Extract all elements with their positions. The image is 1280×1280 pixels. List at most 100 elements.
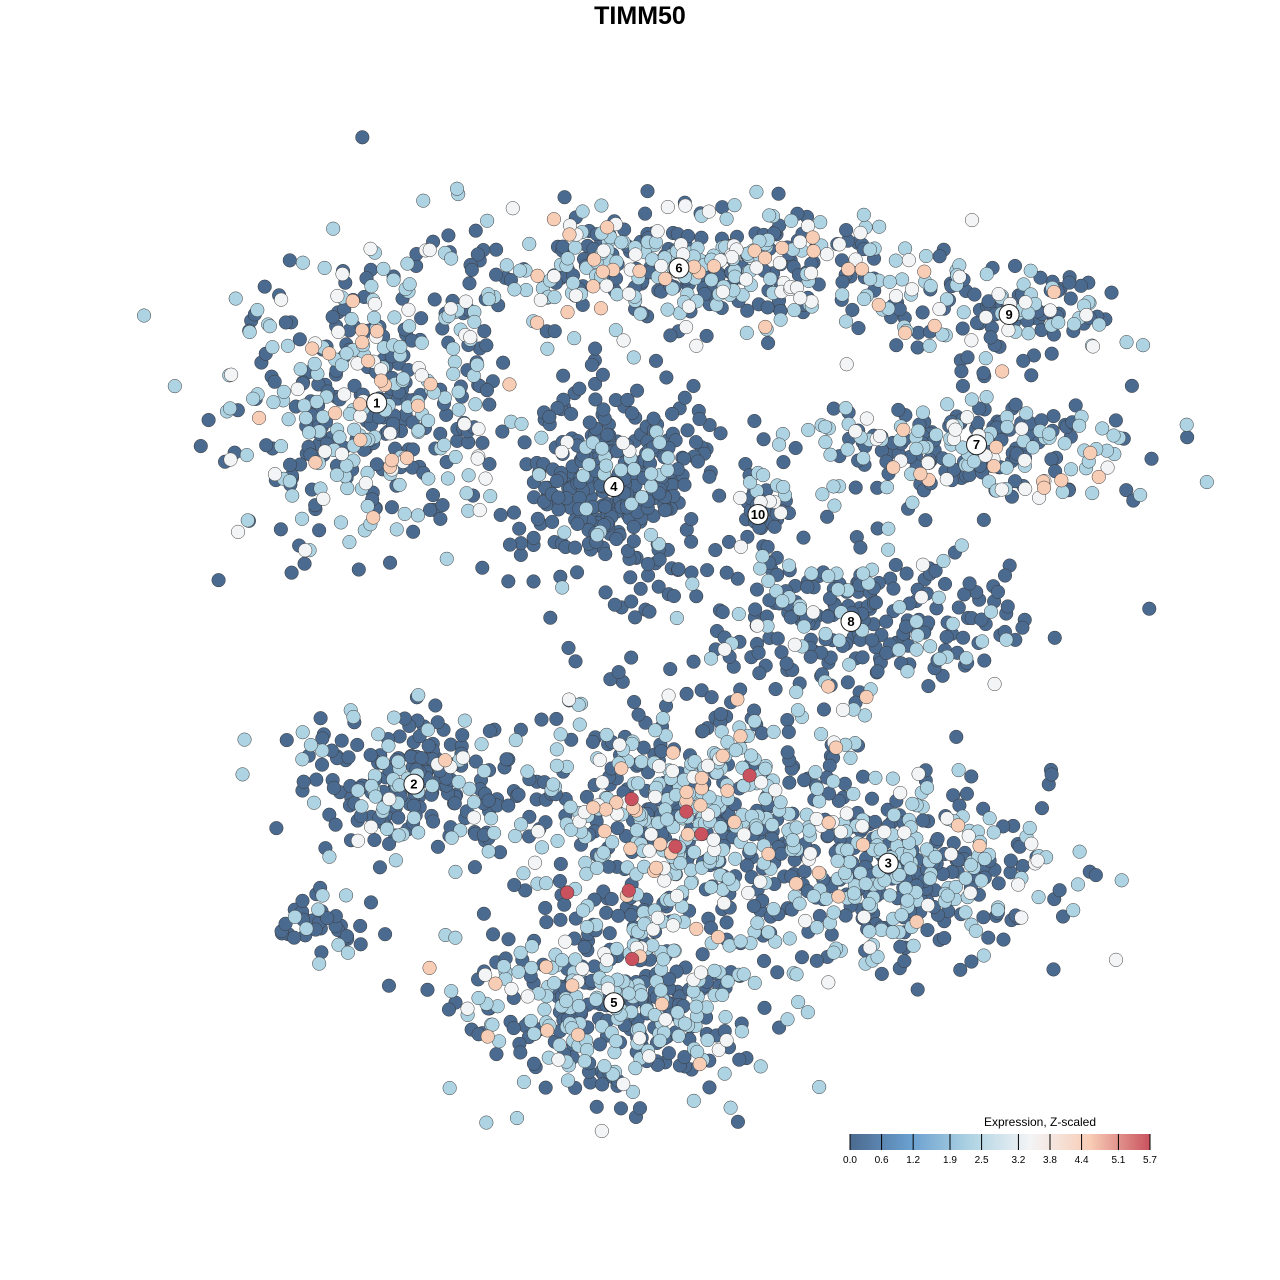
data-point bbox=[464, 262, 479, 277]
data-point bbox=[557, 897, 572, 912]
data-point bbox=[750, 915, 765, 930]
data-point bbox=[909, 614, 924, 629]
data-point bbox=[366, 510, 381, 525]
data-point bbox=[976, 910, 991, 925]
data-point bbox=[340, 945, 355, 960]
data-point bbox=[350, 783, 365, 798]
chart-title: TIMM50 bbox=[594, 2, 686, 30]
data-point bbox=[547, 269, 562, 284]
data-point bbox=[838, 400, 853, 416]
data-point bbox=[958, 871, 973, 886]
data-point bbox=[560, 305, 575, 320]
data-point bbox=[661, 688, 676, 703]
data-point bbox=[290, 381, 305, 397]
data-point bbox=[499, 258, 514, 273]
data-point bbox=[932, 302, 947, 317]
data-point bbox=[572, 717, 587, 732]
data-point bbox=[334, 733, 349, 748]
data-point bbox=[287, 930, 302, 945]
data-point bbox=[659, 370, 674, 385]
data-point bbox=[571, 1027, 586, 1042]
data-point bbox=[923, 278, 938, 294]
cluster-label-badge bbox=[366, 392, 388, 414]
data-point bbox=[295, 893, 310, 908]
data-point bbox=[859, 411, 874, 426]
data-point bbox=[736, 967, 751, 982]
data-point bbox=[610, 821, 625, 836]
data-point bbox=[611, 908, 626, 923]
data-point bbox=[983, 330, 998, 345]
cluster-label: 1 bbox=[366, 392, 388, 414]
data-point bbox=[559, 994, 574, 1009]
data-point bbox=[592, 1037, 607, 1052]
data-point bbox=[482, 723, 497, 739]
data-point bbox=[693, 965, 709, 980]
data-point bbox=[624, 792, 639, 807]
data-point bbox=[874, 966, 889, 981]
data-point bbox=[511, 964, 526, 979]
cluster-label-badge bbox=[747, 503, 769, 525]
data-point bbox=[978, 351, 993, 366]
data-point bbox=[939, 472, 954, 487]
data-point bbox=[747, 413, 762, 429]
data-point bbox=[932, 651, 947, 667]
data-point bbox=[644, 466, 659, 481]
cluster-label: 4 bbox=[603, 476, 625, 498]
data-point bbox=[851, 320, 866, 336]
data-point bbox=[828, 740, 844, 755]
data-point bbox=[224, 367, 239, 382]
data-point bbox=[668, 839, 683, 854]
data-point bbox=[975, 634, 990, 649]
data-point bbox=[1136, 338, 1151, 353]
data-point bbox=[762, 208, 777, 223]
data-point bbox=[913, 466, 928, 481]
cluster-labels-layer: 1 6 4 10 9 7 8 2 3 5 bbox=[366, 257, 1020, 1014]
data-point bbox=[363, 895, 379, 910]
data-point bbox=[690, 1044, 705, 1059]
data-point bbox=[763, 271, 778, 286]
data-point bbox=[728, 851, 743, 866]
data-point bbox=[457, 416, 472, 432]
cluster-label-badge bbox=[403, 773, 425, 795]
data-point bbox=[910, 982, 925, 997]
data-point bbox=[520, 989, 535, 1004]
data-point bbox=[448, 449, 463, 465]
data-point bbox=[560, 885, 575, 900]
data-point bbox=[506, 1021, 521, 1036]
data-point bbox=[581, 457, 596, 472]
data-point bbox=[804, 566, 819, 581]
data-point bbox=[1017, 453, 1032, 468]
data-point bbox=[386, 272, 401, 287]
data-point bbox=[624, 908, 639, 923]
data-point bbox=[840, 675, 855, 690]
data-point bbox=[949, 729, 964, 744]
data-point bbox=[794, 950, 810, 965]
data-point bbox=[856, 909, 872, 925]
data-point bbox=[686, 1093, 701, 1108]
data-point bbox=[718, 1009, 733, 1025]
data-point bbox=[539, 915, 554, 930]
data-point bbox=[862, 940, 877, 955]
data-point bbox=[600, 427, 615, 442]
data-point bbox=[882, 888, 898, 903]
data-point bbox=[575, 204, 590, 219]
data-point bbox=[761, 846, 776, 862]
cluster-label-text: 1 bbox=[373, 395, 380, 410]
data-point bbox=[560, 251, 575, 266]
data-point bbox=[353, 918, 368, 933]
data-point bbox=[910, 340, 925, 355]
data-point bbox=[677, 477, 692, 492]
data-point bbox=[634, 490, 649, 505]
data-point bbox=[979, 390, 994, 405]
data-point bbox=[586, 800, 601, 815]
data-point bbox=[1036, 480, 1052, 495]
data-point bbox=[730, 692, 745, 707]
data-point bbox=[295, 752, 310, 767]
data-point bbox=[853, 540, 868, 555]
data-point bbox=[428, 698, 443, 713]
data-point bbox=[623, 841, 638, 856]
data-point bbox=[711, 930, 726, 945]
data-point bbox=[546, 777, 561, 792]
data-point bbox=[915, 305, 930, 320]
data-point bbox=[1044, 452, 1059, 467]
